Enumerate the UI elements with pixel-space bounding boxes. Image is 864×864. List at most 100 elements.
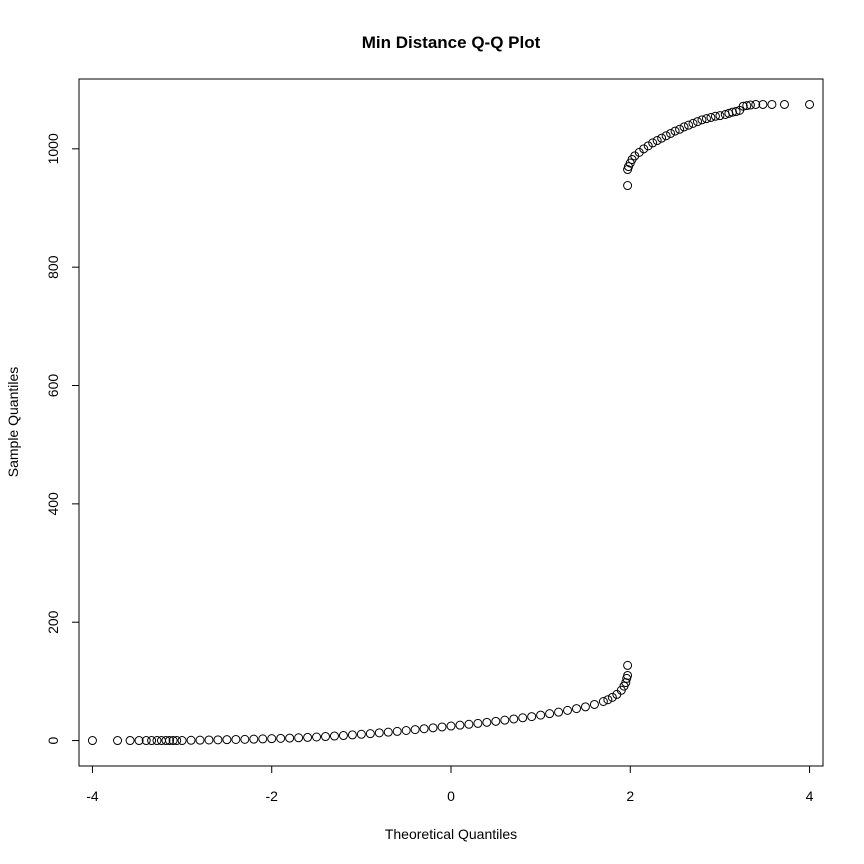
data-point bbox=[321, 732, 331, 742]
data-point bbox=[213, 735, 223, 745]
data-point bbox=[745, 100, 755, 110]
data-point bbox=[684, 120, 694, 130]
plot-frame bbox=[78, 78, 824, 767]
data-point bbox=[675, 124, 685, 134]
data-point bbox=[715, 111, 725, 121]
data-point bbox=[383, 727, 393, 737]
x-tick-label: 0 bbox=[447, 788, 455, 804]
data-point bbox=[168, 736, 178, 746]
data-point bbox=[113, 736, 123, 746]
data-point bbox=[186, 735, 196, 745]
data-point bbox=[258, 734, 268, 744]
data-point bbox=[518, 713, 528, 723]
y-tick-label: 800 bbox=[45, 255, 61, 279]
data-point bbox=[482, 717, 492, 727]
data-point bbox=[134, 736, 144, 746]
data-point bbox=[87, 736, 97, 746]
data-point bbox=[437, 722, 447, 732]
data-point bbox=[446, 721, 456, 731]
y-axis: 0 200 400 600 800 1000 bbox=[45, 133, 80, 744]
data-point bbox=[147, 736, 157, 746]
data-point bbox=[580, 702, 590, 712]
data-point bbox=[249, 734, 259, 744]
x-tick-label: -4 bbox=[86, 788, 99, 804]
data-point bbox=[643, 141, 653, 151]
data-point bbox=[240, 734, 250, 744]
data-point bbox=[527, 712, 537, 722]
data-point bbox=[267, 734, 277, 744]
data-point bbox=[661, 131, 671, 141]
data-point bbox=[724, 108, 734, 118]
data-point bbox=[303, 732, 313, 742]
data-point bbox=[285, 733, 295, 743]
data-point bbox=[623, 181, 633, 191]
data-point bbox=[758, 99, 768, 109]
data-point bbox=[623, 660, 633, 670]
data-point bbox=[693, 117, 703, 127]
data-point bbox=[805, 99, 815, 109]
y-tick-label: 600 bbox=[45, 374, 61, 398]
data-point bbox=[455, 720, 465, 730]
data-point bbox=[779, 99, 789, 109]
data-point bbox=[706, 112, 716, 122]
x-axis: -4 -2 0 2 4 bbox=[86, 765, 814, 804]
data-point bbox=[621, 678, 631, 688]
data-point bbox=[161, 736, 171, 746]
data-point bbox=[222, 735, 232, 745]
data-point bbox=[392, 726, 402, 736]
x-tick-label: -2 bbox=[265, 788, 278, 804]
y-tick-label: 0 bbox=[45, 736, 61, 744]
data-point bbox=[751, 99, 761, 109]
data-point bbox=[401, 725, 411, 735]
data-point bbox=[727, 107, 737, 117]
data-point bbox=[697, 115, 707, 125]
data-point bbox=[607, 692, 617, 702]
data-point bbox=[701, 114, 711, 124]
data-point bbox=[657, 133, 667, 143]
data-point bbox=[710, 111, 720, 121]
data-point bbox=[410, 725, 420, 735]
data-point bbox=[428, 723, 438, 733]
data-point bbox=[329, 731, 339, 741]
data-point bbox=[165, 736, 175, 746]
data-point bbox=[172, 736, 182, 746]
data-point bbox=[545, 709, 555, 719]
data-points bbox=[87, 99, 815, 746]
data-point bbox=[338, 731, 348, 741]
data-point bbox=[374, 728, 384, 738]
y-axis-label: Sample Quantiles bbox=[5, 367, 21, 478]
data-point bbox=[195, 735, 205, 745]
data-point bbox=[670, 126, 680, 136]
data-point bbox=[464, 719, 474, 729]
data-point bbox=[666, 128, 676, 138]
data-point bbox=[231, 734, 241, 744]
y-tick-label: 400 bbox=[45, 492, 61, 516]
data-point bbox=[500, 715, 510, 725]
x-tick-label: 4 bbox=[806, 788, 814, 804]
x-axis-label: Theoretical Quantiles bbox=[385, 826, 517, 842]
data-point bbox=[509, 714, 519, 724]
data-point bbox=[177, 736, 187, 746]
data-point bbox=[563, 705, 573, 715]
chart-title: Min Distance Q-Q Plot bbox=[362, 33, 541, 52]
data-point bbox=[204, 735, 214, 745]
data-point bbox=[731, 107, 741, 117]
x-tick-label: 2 bbox=[626, 788, 634, 804]
data-point bbox=[152, 736, 162, 746]
data-point bbox=[491, 716, 501, 726]
data-point bbox=[738, 101, 748, 111]
data-point bbox=[742, 101, 752, 111]
y-tick-label: 1000 bbox=[45, 133, 61, 164]
data-point bbox=[536, 710, 546, 720]
data-point bbox=[419, 724, 429, 734]
data-point bbox=[589, 699, 599, 709]
data-point bbox=[603, 695, 613, 705]
data-point bbox=[679, 122, 689, 132]
data-point bbox=[571, 704, 581, 714]
data-point bbox=[648, 138, 658, 148]
data-point bbox=[276, 733, 286, 743]
data-point bbox=[652, 136, 662, 146]
data-point bbox=[688, 118, 698, 128]
data-point bbox=[365, 729, 375, 739]
